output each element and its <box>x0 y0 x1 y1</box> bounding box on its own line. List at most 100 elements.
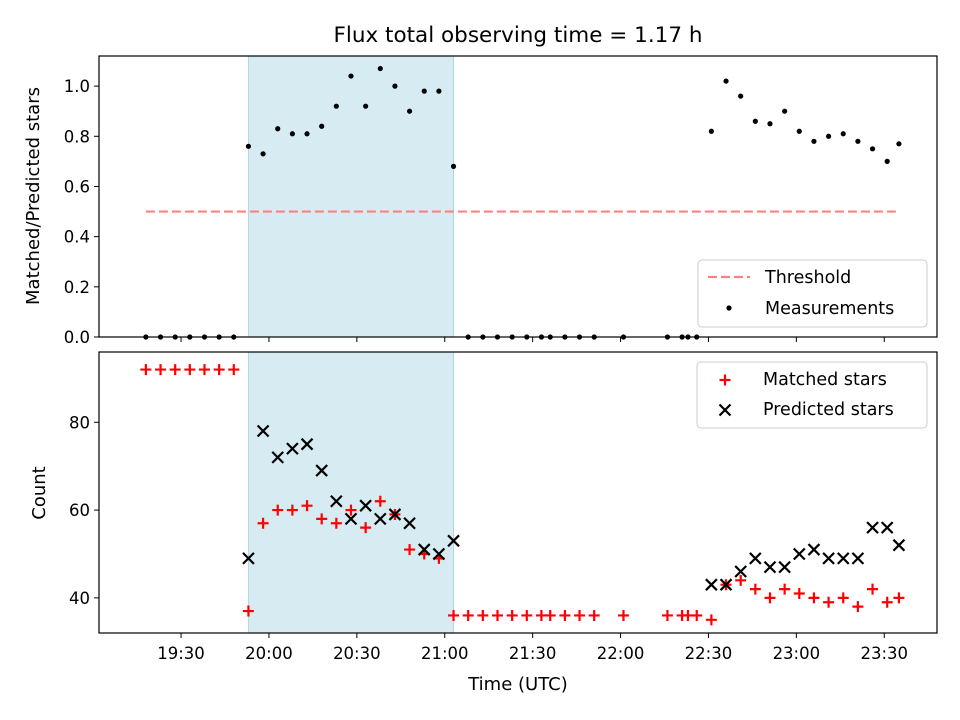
legend-predicted-swatch <box>718 403 732 417</box>
measurement-point <box>348 73 354 79</box>
matched-stars-point <box>228 364 240 376</box>
matched-stars-point <box>272 504 284 516</box>
series-predicted-stars <box>242 424 906 591</box>
y-tick-label: 40 <box>69 589 90 608</box>
matched-stars-point <box>242 605 254 617</box>
bottom-panel: 40 60 80 19:30 20:00 20:30 21:00 21:30 22:00 22:3… <box>69 351 938 663</box>
predicted-stars-point <box>836 552 850 565</box>
matched-stars-point <box>477 609 489 621</box>
measurement-point <box>896 141 902 147</box>
x-tick-label: 20:30 <box>333 644 381 663</box>
predicted-stars-point <box>822 552 835 565</box>
matched-stars-point <box>691 609 703 621</box>
x-tick-label: 23:30 <box>860 644 908 663</box>
measurement-point <box>319 123 325 129</box>
measurement-point <box>782 108 788 114</box>
x-tick-label: 22:00 <box>597 644 645 663</box>
measurement-point <box>825 133 832 139</box>
observing-interval-shade <box>247 55 455 338</box>
x-tick-label: 23:00 <box>773 644 821 663</box>
measurement-point <box>723 78 729 84</box>
y-tick-label: 1.0 <box>64 77 90 96</box>
x-tick-label: 20:00 <box>245 644 293 663</box>
matched-stars-point <box>506 609 518 621</box>
y-tick-label: 60 <box>69 501 90 520</box>
predicted-stars-point <box>403 516 416 530</box>
measurement-point <box>840 131 846 137</box>
matched-stars-point <box>360 522 372 534</box>
y-tick-label: 80 <box>69 413 90 432</box>
predicted-stars-point <box>330 495 343 508</box>
matched-stars-point <box>852 601 864 613</box>
matched-stars-point <box>404 544 416 556</box>
x-tick-label: 19:30 <box>157 644 205 663</box>
predicted-stars-point <box>763 560 777 574</box>
legend-box <box>697 259 928 328</box>
predicted-stars-point <box>807 543 821 556</box>
matched-stars-point <box>617 609 629 621</box>
matched-stars-point <box>198 364 210 376</box>
matched-stars-point <box>574 609 586 621</box>
matched-stars-point <box>808 592 820 604</box>
predicted-stars-point <box>880 521 894 534</box>
predicted-stars-point <box>359 499 372 512</box>
matched-stars-point <box>881 596 893 608</box>
matched-stars-point <box>764 592 776 604</box>
observing-interval-shade <box>247 351 455 634</box>
matched-stars-point <box>155 364 167 376</box>
matched-stars-point <box>559 609 571 621</box>
matched-stars-point <box>544 609 556 621</box>
legend-measurements-swatch <box>726 305 732 311</box>
axes-frame <box>98 55 938 338</box>
matched-stars-point <box>374 495 386 507</box>
measurement-point <box>796 128 802 134</box>
matched-stars-point <box>169 364 181 376</box>
measurement-point <box>738 93 744 99</box>
measurement-point <box>884 158 890 164</box>
predicted-stars-point <box>447 534 460 548</box>
predicted-stars-point <box>271 451 285 464</box>
predicted-stars-point <box>300 437 314 451</box>
matched-stars-point <box>661 609 673 621</box>
predicted-stars-point <box>778 560 791 574</box>
top-y-axis-label: Matched/Predicted stars <box>23 87 44 305</box>
measurement-point <box>450 163 457 169</box>
predicted-stars-point <box>851 552 865 565</box>
matched-stars-point <box>705 614 717 626</box>
measurement-point <box>752 118 758 124</box>
measurement-point <box>436 88 442 94</box>
measurement-point <box>421 88 427 94</box>
predicted-stars-point <box>388 508 402 521</box>
axes-frame <box>98 351 938 634</box>
matched-stars-point <box>184 364 196 376</box>
y-tick-label: 0.2 <box>64 278 90 297</box>
bottom-legend: Matched stars Predicted stars <box>696 361 928 429</box>
matched-stars-point <box>448 609 460 621</box>
matched-stars-point <box>462 609 474 621</box>
predicted-stars-point <box>242 552 255 565</box>
matched-stars-point <box>588 609 600 621</box>
y-tick-label: 0.4 <box>64 228 90 247</box>
predicted-stars-point <box>734 565 747 578</box>
measurement-point <box>406 108 413 114</box>
top-panel: 0.0 0.2 0.4 0.6 0.8 1.0 Threshold Measurements <box>64 55 938 347</box>
measurement-point <box>304 131 310 137</box>
y-tick-label: 0.0 <box>64 328 90 347</box>
matched-stars-point <box>213 364 225 376</box>
predicted-stars-point <box>793 547 806 561</box>
chart-title: Flux total observing time = 1.17 h <box>334 23 703 48</box>
matched-stars-point <box>316 513 328 525</box>
predicted-stars-point <box>749 552 762 565</box>
measurement-point <box>869 146 876 152</box>
matched-stars-point <box>286 504 298 516</box>
x-tick-label: 21:30 <box>509 644 557 663</box>
series-matched-stars <box>140 364 905 626</box>
legend-predicted-label: Predicted stars <box>763 400 894 420</box>
y-tick-label: 0.8 <box>64 127 90 146</box>
matched-stars-point <box>749 583 761 595</box>
series-measurements <box>143 65 902 340</box>
predicted-stars-point <box>866 521 879 534</box>
bottom-y-axis-label: Count <box>29 466 50 519</box>
x-tick-label: 22:30 <box>685 644 733 663</box>
